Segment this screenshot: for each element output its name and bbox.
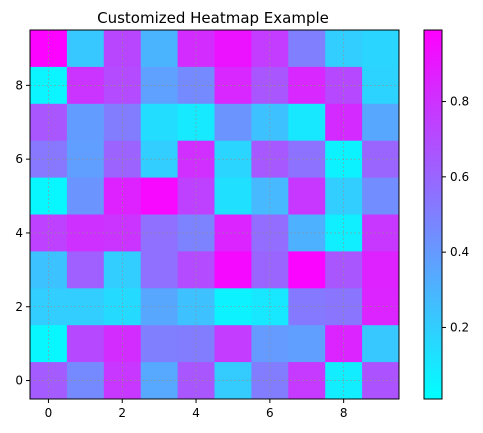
y-tick-label: 6	[15, 152, 23, 166]
heatmap-cell	[214, 288, 252, 326]
x-tick-label: 6	[266, 406, 274, 420]
heatmap-cell	[214, 66, 252, 105]
heatmap-cell	[214, 251, 252, 289]
colorbar-tick-label: 0.2	[450, 320, 469, 334]
heatmap-cell	[214, 30, 252, 68]
heatmap-cell	[214, 325, 252, 363]
chart-title: Customized Heatmap Example	[97, 9, 329, 27]
heatmap-cell	[362, 140, 400, 179]
colorbar-tick-label: 0.4	[450, 245, 469, 259]
heatmap-cell	[362, 177, 400, 215]
heatmap-cell	[288, 325, 326, 363]
heatmap-cell	[140, 30, 179, 68]
heatmap-cell	[288, 251, 326, 289]
heatmap-cell	[214, 140, 252, 179]
grid-lines	[30, 30, 399, 399]
colorbar-ticks: 0.2 0.4 0.6 0.8	[442, 95, 469, 334]
heatmap-cell	[362, 103, 400, 142]
heatmap-cell	[140, 251, 179, 289]
x-tick-label: 4	[192, 406, 200, 420]
heatmap-cell	[362, 251, 400, 289]
colorbar-tick-label: 0.8	[450, 95, 469, 109]
x-tick-label: 8	[340, 406, 348, 420]
heatmap-cell	[140, 103, 179, 142]
heatmap-cell	[103, 30, 142, 68]
y-tick-label: 4	[15, 226, 23, 240]
heatmap-cell	[66, 251, 105, 289]
heatmap-cell	[30, 214, 68, 252]
heatmap-cell	[362, 325, 400, 363]
heatmap-cell	[288, 103, 326, 142]
colorbar-tick-label: 0.6	[450, 170, 469, 184]
y-tick-label: 8	[15, 78, 23, 92]
heatmap-cell	[140, 177, 179, 215]
heatmap-cell	[325, 30, 363, 68]
plot-frame	[29, 29, 400, 400]
heatmap-cell	[140, 325, 179, 363]
heatmap-cell	[362, 362, 400, 400]
heatmap-cell	[288, 177, 326, 215]
heatmap-cell	[362, 66, 400, 105]
heatmap-cell	[66, 325, 105, 363]
heatmap-cell	[30, 30, 68, 68]
heatmap-cell	[362, 214, 400, 252]
heatmap-cell	[214, 177, 252, 215]
colorbar	[424, 30, 442, 399]
heatmap-cell	[66, 103, 105, 142]
y-tick-label: 2	[15, 300, 23, 314]
heatmap-cell	[30, 362, 68, 400]
heatmap-cell	[214, 362, 252, 400]
heatmap-cell	[214, 214, 252, 252]
colorbar-frame	[423, 29, 443, 400]
x-tick-label: 2	[118, 406, 126, 420]
heatmap-cell	[214, 103, 252, 142]
x-tick-label: 0	[45, 406, 53, 420]
y-tick-label: 0	[15, 374, 23, 388]
heatmap-cell	[362, 288, 400, 326]
x-axis-ticks: 0 2 4 6 8	[45, 399, 348, 420]
heatmap-cell	[362, 30, 400, 68]
heatmap-cell	[66, 177, 105, 215]
heatmap-cell	[177, 30, 215, 68]
y-axis-ticks: 0 2 4 6 8	[15, 78, 30, 388]
heatmap-cell	[288, 30, 326, 68]
heatmap-cell	[251, 30, 289, 68]
heatmap-cell	[66, 30, 105, 68]
